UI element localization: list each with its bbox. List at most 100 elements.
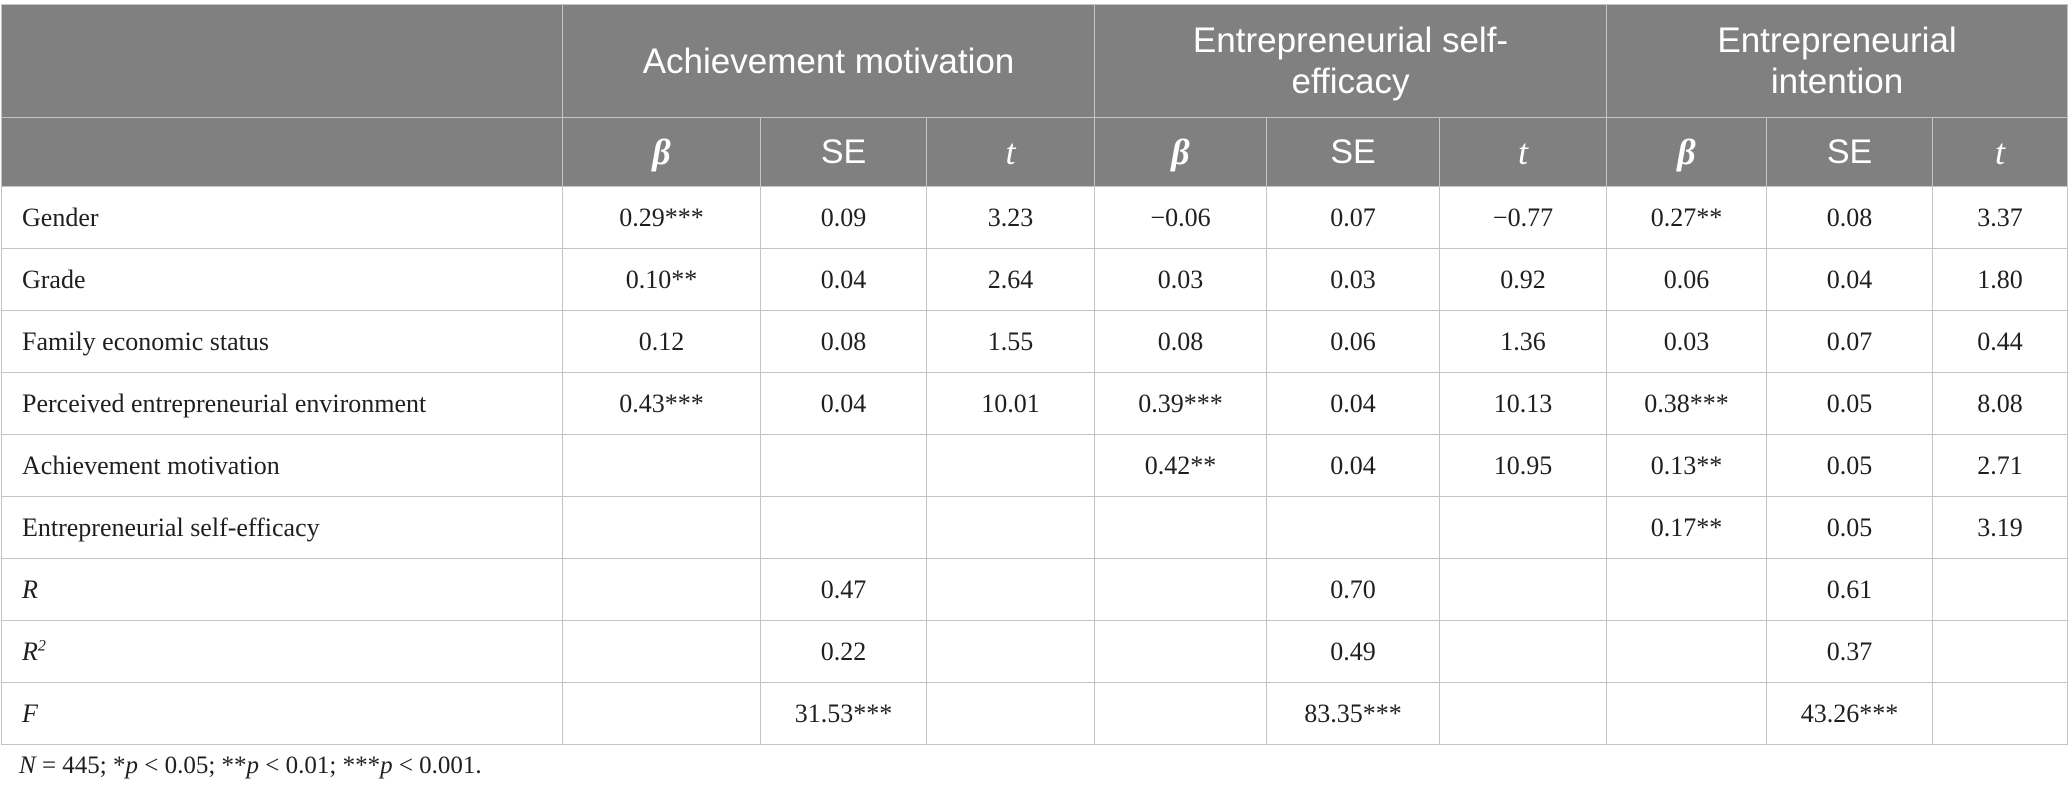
table-cell [1606, 620, 1768, 683]
table-cell: 0.06 [1606, 248, 1768, 311]
fit-row-r-squared: R2 0.22 0.49 0.37 [1, 620, 2068, 683]
table-cell [926, 682, 1095, 745]
table-cell: 0.10** [562, 248, 761, 311]
table-cell: 0.49 [1266, 620, 1440, 683]
table-cell: 0.47 [760, 558, 927, 621]
table-cell: 10.13 [1438, 372, 1608, 435]
fit-row-f: F 31.53*** 83.35*** 43.26*** [1, 682, 2068, 745]
table-cell [1266, 496, 1440, 559]
table-row: Perceived entrepreneurial environment 0.… [1, 372, 2068, 435]
table-cell [1094, 682, 1267, 745]
table-cell: 0.92 [1438, 248, 1608, 311]
table-cell: 0.04 [1266, 372, 1440, 435]
table-cell: 0.08 [760, 310, 927, 373]
table-cell: 0.37 [1766, 620, 1934, 683]
subheader-beta: β [1606, 117, 1768, 187]
table-cell: 31.53*** [760, 682, 927, 745]
table-cell: 0.42** [1094, 434, 1267, 497]
subheader-beta: β [562, 117, 761, 187]
table-cell [1606, 682, 1768, 745]
table-cell [1932, 682, 2068, 745]
table-row: Entrepreneurial self-efficacy 0.17** 0.0… [1, 496, 2068, 559]
table-cell: 0.27** [1606, 186, 1768, 249]
table-cell: 3.19 [1932, 496, 2068, 559]
subheader-beta: β [1094, 117, 1267, 187]
table-footnote: N = 445; *p < 0.05; **p < 0.01; ***p < 0… [19, 752, 482, 779]
table-cell: 0.03 [1094, 248, 1267, 311]
table-cell [1438, 496, 1608, 559]
table-cell: 0.61 [1766, 558, 1934, 621]
table-cell [1606, 558, 1768, 621]
corner-header-cell [1, 4, 563, 118]
table-cell: 2.71 [1932, 434, 2068, 497]
corner-subheader-cell [1, 117, 563, 187]
table-cell [562, 434, 761, 497]
table-cell [926, 620, 1095, 683]
table-cell [1438, 620, 1608, 683]
table-cell: 0.03 [1266, 248, 1440, 311]
table-cell: 10.95 [1438, 434, 1608, 497]
row-label: Grade [1, 248, 563, 311]
subheader-se: SE [1266, 117, 1440, 187]
table-cell: 0.29*** [562, 186, 761, 249]
table-cell: 10.01 [926, 372, 1095, 435]
group-header-entrepreneurial-self-efficacy: Entrepreneurial self-efficacy [1093, 4, 1608, 118]
subheader-row: β SE t β SE t β SE t [1, 117, 2068, 187]
table-cell [926, 558, 1095, 621]
table-cell [562, 558, 761, 621]
table-cell [1438, 682, 1608, 745]
table-cell: 0.12 [562, 310, 761, 373]
table-cell: 0.43*** [562, 372, 761, 435]
table-cell: 0.17** [1606, 496, 1768, 559]
table-cell [760, 434, 927, 497]
subheader-t: t [1438, 117, 1608, 187]
table-cell [1094, 620, 1267, 683]
table-cell [1932, 558, 2068, 621]
table-cell: 0.44 [1932, 310, 2068, 373]
table-cell: 0.70 [1266, 558, 1440, 621]
table-cell [562, 620, 761, 683]
table-cell: 3.37 [1932, 186, 2068, 249]
table-row: Family economic status 0.12 0.08 1.55 0.… [1, 310, 2068, 373]
row-label: Entrepreneurial self-efficacy [1, 496, 563, 559]
table-cell [562, 496, 761, 559]
group-header-row: Achievement motivation Entrepreneurial s… [1, 4, 2068, 118]
table-cell: 0.04 [1766, 248, 1934, 311]
table-cell [926, 496, 1095, 559]
table-cell: 83.35*** [1266, 682, 1440, 745]
table-cell: 0.07 [1266, 186, 1440, 249]
table-cell: 0.13** [1606, 434, 1768, 497]
table-cell: 2.64 [926, 248, 1095, 311]
table-cell: 0.08 [1094, 310, 1267, 373]
table-cell: 43.26*** [1766, 682, 1934, 745]
row-label: Gender [1, 186, 563, 249]
row-label: R2 [1, 620, 563, 683]
table-cell: 0.39*** [1094, 372, 1267, 435]
group-header-achievement-motivation: Achievement motivation [562, 4, 1095, 118]
table-cell: 0.03 [1606, 310, 1768, 373]
table-row: Gender 0.29*** 0.09 3.23 −0.06 0.07 −0.7… [1, 186, 2068, 249]
table-cell: 0.04 [1266, 434, 1440, 497]
group-header-entrepreneurial-intention: Entrepreneurial intention [1606, 4, 2068, 118]
table-cell: 1.55 [926, 310, 1095, 373]
table-cell [562, 682, 761, 745]
table-cell: 3.23 [926, 186, 1095, 249]
regression-table: Achievement motivation Entrepreneurial s… [1, 4, 2068, 745]
row-label: R [1, 558, 563, 621]
table-row: Grade 0.10** 0.04 2.64 0.03 0.03 0.92 0.… [1, 248, 2068, 311]
table-cell: −0.77 [1438, 186, 1608, 249]
subheader-t: t [1932, 117, 2068, 187]
table-cell: 0.08 [1766, 186, 1934, 249]
table-row: Achievement motivation 0.42** 0.04 10.95… [1, 434, 2068, 497]
table-cell: 0.05 [1766, 372, 1934, 435]
table-cell: −0.06 [1094, 186, 1267, 249]
row-label: Perceived entrepreneurial environment [1, 372, 563, 435]
table-cell [1094, 558, 1267, 621]
row-label: Family economic status [1, 310, 563, 373]
table-cell: 0.07 [1766, 310, 1934, 373]
row-label: F [1, 682, 563, 745]
subheader-se: SE [1766, 117, 1934, 187]
table-cell: 1.80 [1932, 248, 2068, 311]
table-cell [1094, 496, 1267, 559]
table-cell: 0.05 [1766, 434, 1934, 497]
